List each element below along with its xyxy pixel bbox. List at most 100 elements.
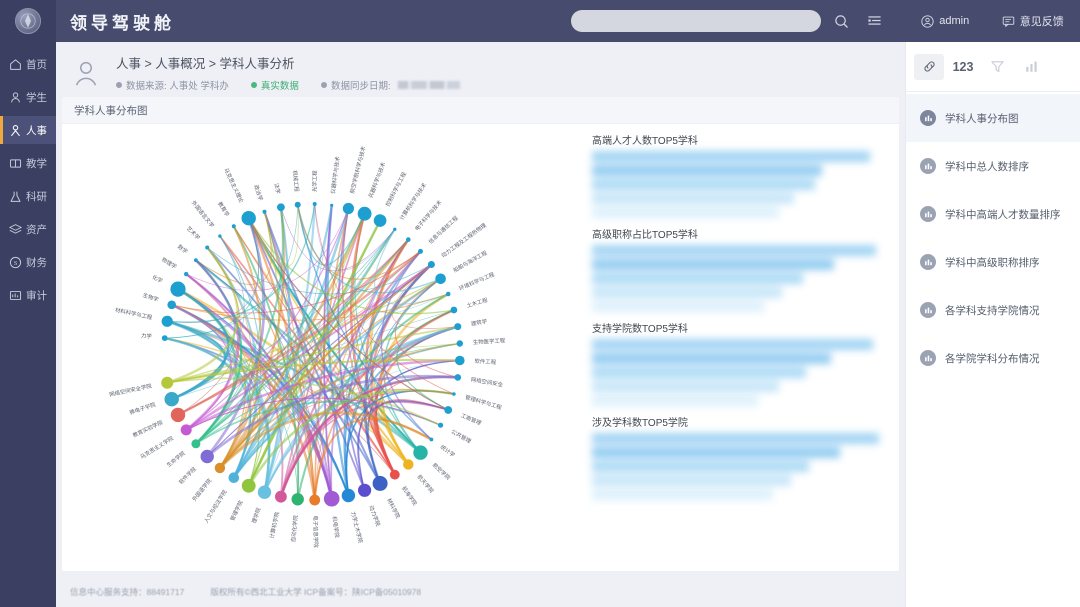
sidebar-item-finance[interactable]: S 财务 [0,248,56,276]
network-node[interactable] [170,407,186,423]
network-node[interactable] [262,209,267,214]
network-node[interactable] [214,462,226,474]
link-icon[interactable] [914,53,944,80]
network-node[interactable] [312,202,317,206]
sidebar-item-personnel[interactable]: 人事 [0,116,56,144]
network-node[interactable] [167,300,176,310]
network-node-label: 马克思主义理论 [222,167,246,205]
network-node[interactable] [450,306,458,314]
meta-sync-date: 数据同步日期: [320,78,460,92]
network-node[interactable] [309,494,321,506]
search-icon[interactable] [828,8,854,34]
network-node[interactable] [406,237,411,242]
sidebar-label-research: 科研 [26,190,47,203]
sidebar-item-home[interactable]: 首页 [0,50,56,78]
network-node[interactable] [257,485,272,499]
breadcrumb[interactable]: 人事 > 人事概况 > 学科人事分析 [116,57,295,71]
network-node[interactable] [194,258,198,263]
sidebar-label-student: 学生 [26,91,47,104]
sidebar-item-teaching[interactable]: 教学 [0,149,56,177]
network-node[interactable] [191,439,201,449]
network-node[interactable] [452,392,456,396]
network-node[interactable] [403,459,414,470]
network-node[interactable] [291,493,304,506]
network-node[interactable] [444,406,453,414]
network-node[interactable] [205,245,210,250]
network-node[interactable] [455,355,465,366]
meta-data-source: 数据来源: 人事处 学科办 [116,78,229,92]
left-sidebar: 首页 学生 人事 教学 科 [0,42,56,607]
network-node[interactable] [170,281,186,297]
network-node[interactable] [323,490,340,507]
network-node-label: 马克思主义学院 [139,434,176,461]
network-node-label: 网络空间安全学院 [108,381,152,398]
network-node[interactable] [330,203,334,207]
network-chart[interactable]: 力学 材料科学与工程 生物学 化学 物理学 数学 艺术学 外国语言文学 教育学 马克思主义理论 政治… [64,124,584,571]
mini-chart-2: 支持学院数TOP5学科 [584,320,894,406]
network-node[interactable] [275,490,287,503]
network-node[interactable] [429,437,434,442]
network-node-label: 人文与经法学院 [202,488,229,525]
network-node[interactable] [241,211,256,226]
network-node[interactable] [161,376,174,389]
right-panel-item-0[interactable]: 学科人事分布图 [906,94,1080,142]
mini-bar [592,367,807,378]
network-node[interactable] [357,206,372,221]
right-panel-item-4[interactable]: 各学科支持学院情况 [906,286,1080,334]
right-panel-item-1[interactable]: 学科中总人数排序 [906,142,1080,190]
network-node[interactable] [435,273,446,285]
network-node[interactable] [241,478,256,493]
mini-bar [592,489,774,500]
network-node[interactable] [456,340,463,347]
search-input[interactable] [571,10,821,32]
filter-icon[interactable] [982,54,1012,80]
network-node[interactable] [277,203,285,212]
network-node[interactable] [454,374,462,381]
network-node[interactable] [372,475,388,491]
network-node[interactable] [389,469,400,480]
list-menu-icon[interactable] [861,8,887,34]
bar-chart-icon[interactable] [1016,54,1046,80]
right-panel-item-5[interactable]: 各学院学科分布情况 [906,334,1080,382]
network-node[interactable] [445,291,451,297]
sidebar-item-research[interactable]: 科研 [0,182,56,210]
network-node[interactable] [200,449,214,464]
network-node[interactable] [180,424,192,436]
network-node[interactable] [161,315,173,327]
network-node[interactable] [393,227,397,231]
network-node[interactable] [454,323,462,331]
network-node[interactable] [228,472,240,484]
network-node-label: 外国语学院 [190,476,213,503]
right-panel-item-3[interactable]: 学科中高级职称排序 [906,238,1080,286]
network-node[interactable] [341,488,356,503]
network-node[interactable] [161,335,168,341]
sidebar-item-student[interactable]: 学生 [0,83,56,111]
right-panel: 123 [905,42,1080,607]
network-node[interactable] [294,201,301,208]
network-node[interactable] [427,261,435,268]
network-node-label: 公共管理 [450,427,473,445]
network-node[interactable] [373,214,387,227]
student-icon [11,91,20,102]
feedback-button[interactable]: 意见反馈 [1002,13,1064,29]
network-node[interactable] [342,202,354,215]
sidebar-item-audit[interactable]: 审计 [0,281,56,309]
sidebar-item-assets[interactable]: 资产 [0,215,56,243]
network-node[interactable] [413,445,428,460]
mini-bar [592,259,834,270]
network-node[interactable] [218,234,222,238]
network-node[interactable] [231,224,236,229]
network-node[interactable] [418,248,423,254]
user-circle-icon [921,14,934,28]
sidebar-label-audit: 审计 [26,289,47,302]
right-panel-item-2[interactable]: 学科中高端人才数量排序 [906,190,1080,238]
network-node[interactable] [358,483,372,497]
network-node[interactable] [438,422,444,428]
person-outline-icon [70,57,102,89]
network-node[interactable] [164,392,179,407]
network-node[interactable] [184,271,189,277]
user-account-button[interactable]: admin [921,14,969,28]
network-node-label: 航海学院 [400,485,419,508]
number-123-icon[interactable]: 123 [952,59,974,74]
bullet-dot-icon [116,82,122,88]
